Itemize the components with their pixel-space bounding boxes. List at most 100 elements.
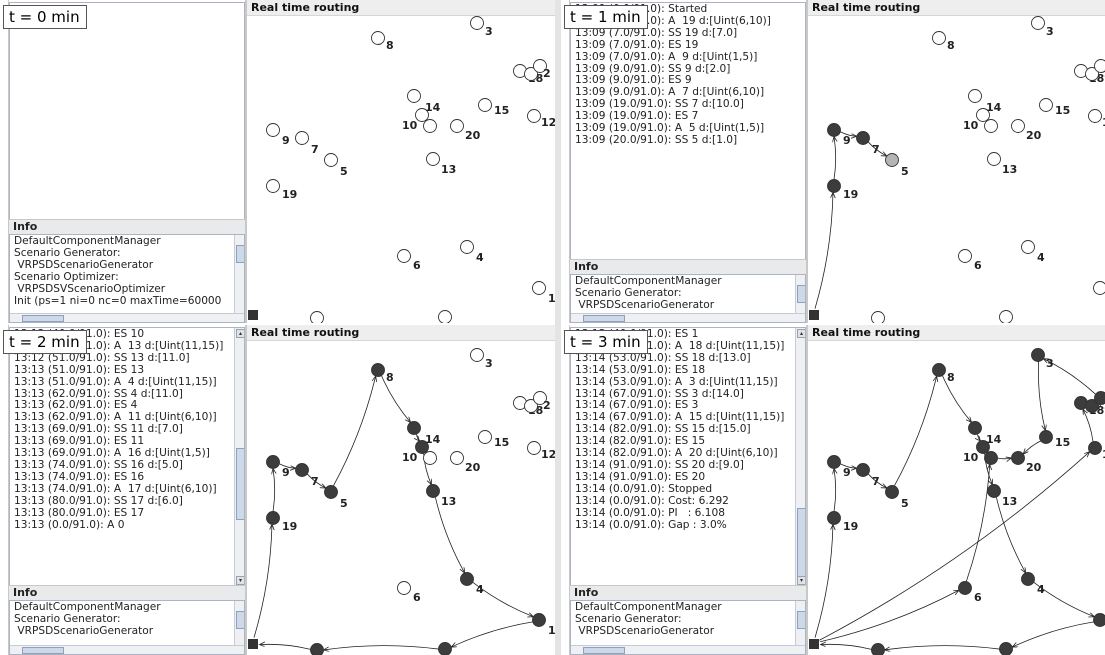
customer-node[interactable] xyxy=(450,119,464,133)
customer-node[interactable] xyxy=(295,131,309,145)
customer-node[interactable] xyxy=(397,581,411,595)
customer-node[interactable] xyxy=(397,249,411,263)
info-box[interactable]: DefaultComponentManager Scenario Generato… xyxy=(570,274,806,323)
customer-node[interactable] xyxy=(968,89,982,103)
customer-node[interactable] xyxy=(987,152,1001,166)
customer-node[interactable] xyxy=(266,511,280,525)
customer-node[interactable] xyxy=(976,108,990,122)
info-scrollbar[interactable] xyxy=(795,275,805,313)
customer-node[interactable] xyxy=(827,511,841,525)
info-scrollbar[interactable] xyxy=(234,235,244,313)
customer-node[interactable] xyxy=(1093,281,1105,295)
customer-node[interactable] xyxy=(999,310,1013,324)
route-map[interactable]: 8318214101512209751319641 xyxy=(247,325,555,655)
customer-node[interactable] xyxy=(266,455,280,469)
scroll-thumb[interactable] xyxy=(797,508,805,580)
customer-node[interactable] xyxy=(407,89,421,103)
customer-node[interactable] xyxy=(1085,67,1099,81)
customer-node[interactable] xyxy=(1021,240,1035,254)
info-box[interactable]: DefaultComponentManager Scenario Generato… xyxy=(9,234,245,323)
customer-node[interactable] xyxy=(415,108,429,122)
customer-node[interactable] xyxy=(1093,613,1105,627)
scroll-down-icon[interactable]: ▾ xyxy=(236,576,244,585)
route-map[interactable]: 8318214101512209751319641 xyxy=(808,325,1105,655)
customer-node[interactable] xyxy=(1088,441,1102,455)
customer-node[interactable] xyxy=(984,451,998,465)
customer-node[interactable] xyxy=(470,348,484,362)
customer-node[interactable] xyxy=(999,642,1013,655)
customer-node[interactable] xyxy=(984,119,998,133)
customer-node[interactable] xyxy=(871,311,885,324)
customer-node[interactable] xyxy=(524,399,538,413)
scroll-thumb[interactable] xyxy=(22,315,64,322)
scroll-thumb[interactable] xyxy=(236,245,244,263)
info-box[interactable]: DefaultComponentManager Scenario Generato… xyxy=(9,600,245,655)
info-hscrollbar[interactable] xyxy=(571,313,805,322)
customer-node[interactable] xyxy=(958,581,972,595)
customer-node[interactable] xyxy=(423,451,437,465)
customer-node[interactable] xyxy=(932,363,946,377)
customer-node[interactable] xyxy=(324,485,338,499)
customer-node[interactable] xyxy=(426,484,440,498)
customer-node[interactable] xyxy=(1085,399,1099,413)
scroll-thumb[interactable] xyxy=(797,285,805,303)
routing-view[interactable]: Real time routing83182141015122097513196… xyxy=(807,325,1105,655)
customer-node[interactable] xyxy=(856,131,870,145)
customer-node[interactable] xyxy=(310,311,324,324)
customer-node[interactable] xyxy=(438,642,452,655)
customer-node[interactable] xyxy=(460,572,474,586)
customer-node[interactable] xyxy=(478,98,492,112)
customer-node[interactable] xyxy=(450,451,464,465)
customer-node[interactable] xyxy=(310,643,324,655)
customer-node[interactable] xyxy=(371,363,385,377)
scroll-thumb[interactable] xyxy=(22,647,64,654)
customer-node[interactable] xyxy=(266,123,280,137)
info-hscrollbar[interactable] xyxy=(10,313,244,322)
customer-node[interactable] xyxy=(827,123,841,137)
scroll-down-icon[interactable]: ▾ xyxy=(797,576,805,585)
customer-node[interactable] xyxy=(460,240,474,254)
customer-node[interactable] xyxy=(885,153,899,167)
customer-node[interactable] xyxy=(1011,451,1025,465)
scroll-thumb[interactable] xyxy=(797,611,805,629)
log-list[interactable] xyxy=(9,2,245,222)
customer-node[interactable] xyxy=(415,440,429,454)
routing-view[interactable]: Real time routing83182141015122097513196… xyxy=(246,325,555,655)
scroll-thumb[interactable] xyxy=(236,611,244,629)
route-map[interactable]: 8318214101512209751319641 xyxy=(247,0,555,323)
info-scrollbar[interactable] xyxy=(234,601,244,645)
customer-node[interactable] xyxy=(533,59,547,73)
customer-node[interactable] xyxy=(968,421,982,435)
info-hscrollbar[interactable] xyxy=(571,645,805,654)
scroll-thumb[interactable] xyxy=(236,448,244,520)
log-list[interactable]: 13:13 (40.0/91.0): ES 113:13 (40.0/91.0)… xyxy=(570,327,806,587)
customer-node[interactable] xyxy=(958,249,972,263)
customer-node[interactable] xyxy=(1088,109,1102,123)
customer-node[interactable] xyxy=(527,441,541,455)
customer-node[interactable] xyxy=(885,485,899,499)
customer-node[interactable] xyxy=(532,613,546,627)
customer-node[interactable] xyxy=(871,643,885,655)
customer-node[interactable] xyxy=(478,430,492,444)
customer-node[interactable] xyxy=(1094,59,1105,73)
customer-node[interactable] xyxy=(1094,391,1105,405)
customer-node[interactable] xyxy=(1011,119,1025,133)
log-scrollbar[interactable]: ▴ ▾ xyxy=(234,328,244,586)
customer-node[interactable] xyxy=(295,463,309,477)
routing-view[interactable]: Real time routing83182141015122097513196… xyxy=(807,0,1105,323)
customer-node[interactable] xyxy=(1031,16,1045,30)
log-scrollbar[interactable]: ▴ ▾ xyxy=(795,328,805,586)
scroll-up-icon[interactable]: ▴ xyxy=(797,329,805,338)
customer-node[interactable] xyxy=(371,31,385,45)
customer-node[interactable] xyxy=(324,153,338,167)
customer-node[interactable] xyxy=(827,179,841,193)
info-box[interactable]: DefaultComponentManager Scenario Generato… xyxy=(570,600,806,655)
customer-node[interactable] xyxy=(532,281,546,295)
route-map[interactable]: 8318214101512209751319641 xyxy=(808,0,1105,323)
customer-node[interactable] xyxy=(856,463,870,477)
info-hscrollbar[interactable] xyxy=(10,645,244,654)
customer-node[interactable] xyxy=(932,31,946,45)
customer-node[interactable] xyxy=(1021,572,1035,586)
